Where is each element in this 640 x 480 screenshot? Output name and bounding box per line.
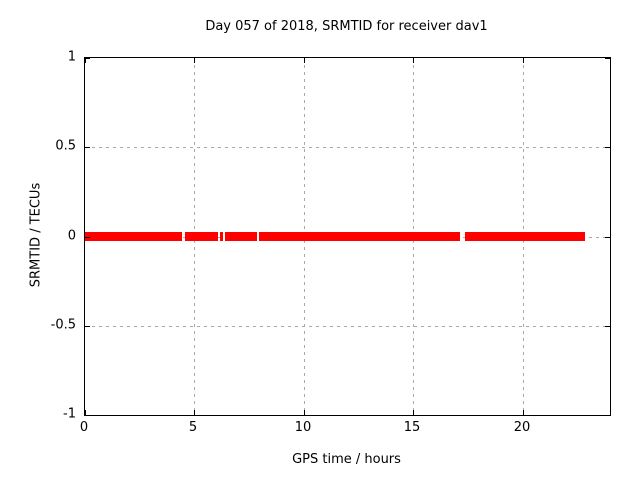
x-tick-label: 10 bbox=[294, 420, 312, 435]
tick-mark-left bbox=[85, 147, 90, 148]
data-series-segment bbox=[220, 232, 223, 241]
y-tick-label: -0.5 bbox=[50, 317, 76, 333]
y-tick-label: 1 bbox=[67, 49, 76, 65]
tick-mark-top bbox=[85, 58, 86, 63]
x-axis-label: GPS time / hours bbox=[292, 452, 401, 467]
tick-mark-left bbox=[85, 326, 90, 327]
plot-area bbox=[84, 57, 611, 416]
tick-mark-left bbox=[85, 58, 90, 59]
tick-mark-left bbox=[85, 237, 90, 238]
tick-mark-bottom bbox=[85, 410, 86, 415]
tick-mark-right bbox=[605, 58, 610, 59]
x-tick-label: 15 bbox=[403, 420, 421, 435]
gridline-horizontal bbox=[85, 147, 610, 148]
data-series-segment bbox=[85, 232, 183, 241]
tick-mark-bottom bbox=[413, 410, 414, 415]
y-tick-label: -1 bbox=[63, 406, 76, 422]
x-tick-label: 0 bbox=[79, 420, 89, 435]
x-tick-label: 5 bbox=[188, 420, 198, 435]
tick-mark-top bbox=[304, 58, 305, 63]
x-tick-label: 20 bbox=[513, 420, 531, 435]
y-axis-label: SRMTID / TECUs bbox=[28, 182, 44, 288]
y-tick-label: 0 bbox=[67, 228, 76, 244]
tick-mark-right bbox=[605, 415, 610, 416]
y-tick-label: 0.5 bbox=[55, 138, 76, 154]
data-series-segment bbox=[259, 232, 461, 241]
tick-mark-left bbox=[85, 415, 90, 416]
tick-mark-top bbox=[194, 58, 195, 63]
tick-mark-bottom bbox=[194, 410, 195, 415]
tick-mark-top bbox=[523, 58, 524, 63]
chart-title: Day 057 of 2018, SRMTID for receiver dav… bbox=[205, 19, 488, 34]
tick-mark-right bbox=[605, 147, 610, 148]
tick-mark-bottom bbox=[523, 410, 524, 415]
tick-mark-right bbox=[605, 326, 610, 327]
tick-mark-top bbox=[413, 58, 414, 63]
tick-mark-bottom bbox=[304, 410, 305, 415]
tick-mark-right bbox=[605, 237, 610, 238]
data-series-segment bbox=[464, 232, 585, 241]
data-series-segment bbox=[225, 232, 257, 241]
gridline-horizontal bbox=[85, 326, 610, 327]
data-series-segment bbox=[185, 232, 218, 241]
